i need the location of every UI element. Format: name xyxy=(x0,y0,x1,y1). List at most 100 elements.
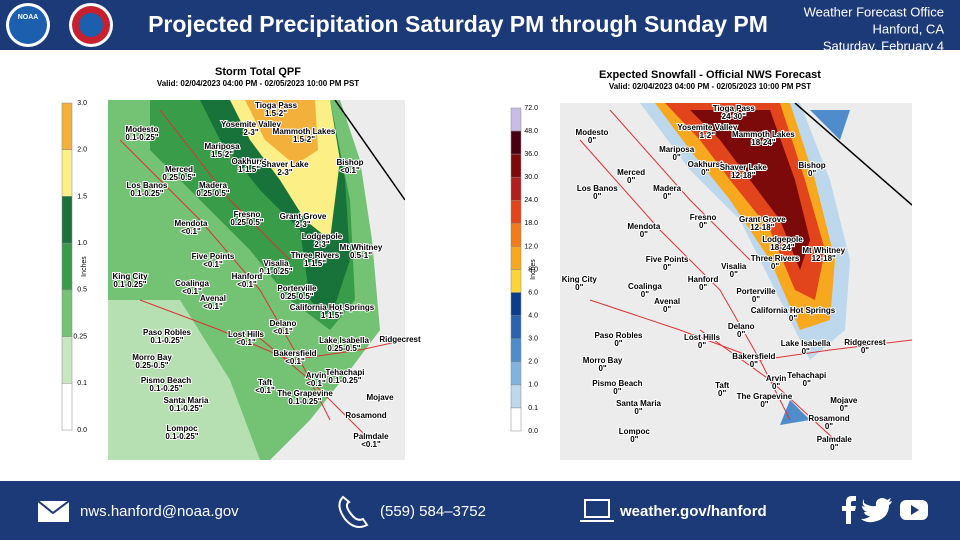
city-value: 1-1.5" xyxy=(321,311,343,320)
city-name: Rosamond xyxy=(345,411,386,420)
legend-swatch xyxy=(61,196,73,244)
city-name: Pismo Beach xyxy=(592,379,642,388)
city-name: Bakersfield xyxy=(273,349,316,358)
city-value: 0" xyxy=(803,379,811,388)
city-name: Visalia xyxy=(721,262,747,271)
city-value: 0" xyxy=(575,283,583,292)
city-value: 0" xyxy=(673,153,681,162)
legend-swatch xyxy=(510,384,522,409)
city-name: Mammoth Lakes xyxy=(732,130,795,139)
city-value: <0.1" xyxy=(182,287,202,296)
city-value: <0.1" xyxy=(340,166,360,175)
city-name: Los Banos xyxy=(127,181,168,190)
city-name: Mendota xyxy=(627,222,660,231)
city-value: 0" xyxy=(730,270,738,279)
city-value: 0" xyxy=(663,305,671,314)
city-value: 0" xyxy=(699,283,707,292)
legend-swatch xyxy=(510,361,522,386)
city-value: 0.1-0.25" xyxy=(149,384,182,393)
city-value: 0.25-0.5" xyxy=(135,361,168,370)
city-value: <0.1" xyxy=(203,260,223,269)
map-valid: Valid: 02/04/2023 04:00 PM - 02/05/2023 … xyxy=(157,79,359,88)
city-name: Mendota xyxy=(175,219,208,228)
city-name: Yosemite Valley xyxy=(221,120,281,129)
city-value: 0.25-0.5" xyxy=(230,218,263,227)
city-name: The Grapevine xyxy=(277,389,333,398)
legend-label: 18.0 xyxy=(524,220,538,227)
noaa-logo-inner xyxy=(9,6,47,44)
city-name: Mammoth Lakes xyxy=(273,127,336,136)
left-map xyxy=(108,100,405,460)
city-name: Bakersfield xyxy=(732,352,775,361)
legend-label: 0.5 xyxy=(77,287,87,294)
city-name: Paso Robles xyxy=(594,331,643,340)
city-value: 0.1-0.25" xyxy=(328,376,361,385)
city-value: 0" xyxy=(598,364,606,373)
city-value: 0" xyxy=(789,314,797,323)
header-band xyxy=(0,0,960,50)
city-value: 0.1-0.25" xyxy=(165,432,198,441)
city-name: Lost Hills xyxy=(684,333,721,342)
city-value: 0.25-0.5" xyxy=(327,344,360,353)
twitter-icon[interactable] xyxy=(861,498,892,523)
city-name: Taft xyxy=(258,378,272,387)
legend-label: 6.0 xyxy=(528,289,538,296)
legend-label: 2.0 xyxy=(77,147,87,154)
city-name: Avenal xyxy=(200,294,226,303)
city-name: Oakhurst xyxy=(688,160,723,169)
city-name: Avenal xyxy=(654,297,680,306)
city-name: Fresno xyxy=(234,210,261,219)
city-name: Palmdale xyxy=(353,432,389,441)
city-name: Hanford xyxy=(688,275,719,284)
city-name: Merced xyxy=(617,168,645,177)
city-value: 0" xyxy=(627,176,635,185)
city-name: Pismo Beach xyxy=(141,376,191,385)
city-value: 0" xyxy=(614,339,622,348)
city-name: Lodgepole xyxy=(762,235,803,244)
city-value: 0.1-0.25" xyxy=(150,336,183,345)
city-value: <0.1" xyxy=(361,440,381,449)
legend-swatch xyxy=(510,130,522,155)
city-value: 1.5-2" xyxy=(265,109,287,118)
city-name: Coalinga xyxy=(628,282,662,291)
city-name: Grant Grove xyxy=(739,215,786,224)
city-value: 1-1.5" xyxy=(238,165,260,174)
legend-label: 1.0 xyxy=(77,240,87,247)
city-name: King City xyxy=(112,272,148,281)
city-name: Palmdale xyxy=(817,435,853,444)
city-value: 0" xyxy=(830,443,838,452)
city-name: Fresno xyxy=(690,213,717,222)
legend-label: 0.1 xyxy=(77,380,87,387)
city-value: 0" xyxy=(771,262,779,271)
city-value: <0.1" xyxy=(181,227,201,236)
city-name: Morro Bay xyxy=(583,356,623,365)
email-icon-flap xyxy=(37,500,70,515)
city-value: 2-3" xyxy=(295,220,311,229)
city-value: 1.5-2" xyxy=(211,150,233,159)
city-name: Mt Whitney xyxy=(802,246,845,255)
city-name: Five Points xyxy=(192,252,235,261)
city-value: 0" xyxy=(718,389,726,398)
city-name: Mojave xyxy=(366,393,394,402)
city-value: 24-30" xyxy=(722,112,746,121)
city-value: 0" xyxy=(802,347,810,356)
legend-label: 30.0 xyxy=(524,174,538,181)
city-value: 18-24" xyxy=(770,243,794,252)
city-value: <0.1" xyxy=(306,379,326,388)
city-name: California Hot Springs xyxy=(751,306,836,315)
legend-swatch xyxy=(61,102,73,150)
city-name: Hanford xyxy=(232,272,263,281)
city-name: Three Rivers xyxy=(291,251,340,260)
logo-text: NOAA xyxy=(18,14,39,21)
city-name: Three Rivers xyxy=(751,254,800,263)
city-value: 0" xyxy=(772,382,780,391)
city-name: Modesto xyxy=(126,125,159,134)
city-value: 12-18" xyxy=(731,171,755,180)
city-name: Santa Maria xyxy=(616,399,661,408)
city-value: 1.5-2" xyxy=(293,135,315,144)
legend-label: 1.5 xyxy=(77,193,87,200)
facebook-icon[interactable] xyxy=(842,496,856,524)
legend-label: 0.0 xyxy=(528,428,538,435)
